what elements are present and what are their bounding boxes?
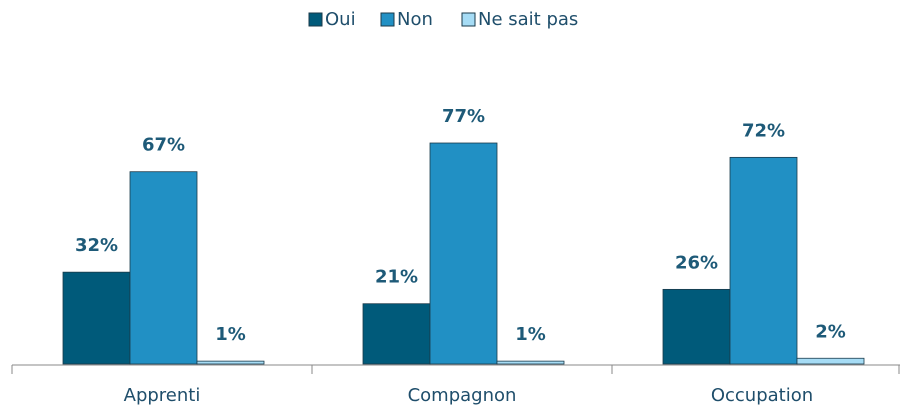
value-label: 67% bbox=[142, 135, 185, 156]
value-label: 26% bbox=[675, 252, 718, 273]
bar bbox=[129, 171, 198, 365]
bar bbox=[196, 360, 265, 365]
value-label: 1% bbox=[215, 324, 246, 345]
value-label: 2% bbox=[815, 321, 846, 342]
bar bbox=[362, 303, 431, 365]
value-label: 77% bbox=[442, 106, 485, 127]
bar bbox=[729, 156, 798, 365]
legend-swatch bbox=[461, 12, 476, 27]
value-label: 32% bbox=[75, 235, 118, 256]
bar bbox=[662, 288, 731, 365]
legend-swatch bbox=[380, 12, 395, 27]
legend-label: Non bbox=[397, 9, 433, 30]
value-label: 1% bbox=[515, 324, 546, 345]
legend-label: Oui bbox=[325, 9, 356, 30]
legend-label: Ne sait pas bbox=[478, 9, 578, 30]
x-tick-label: Compagnon bbox=[408, 385, 517, 406]
bar bbox=[62, 271, 131, 365]
bar bbox=[429, 142, 498, 365]
legend-swatch bbox=[308, 12, 323, 27]
x-tick-label: Occupation bbox=[711, 385, 813, 406]
value-label: 72% bbox=[742, 120, 785, 141]
value-label: 21% bbox=[375, 267, 418, 288]
bar bbox=[796, 357, 865, 365]
x-tick-label: Apprenti bbox=[124, 385, 201, 406]
bar bbox=[496, 360, 565, 365]
